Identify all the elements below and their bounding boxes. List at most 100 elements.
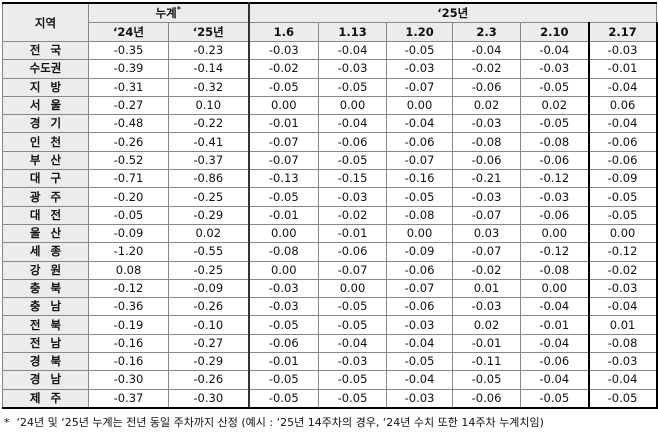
value-cell: 0.00 [248, 95, 320, 116]
value-cell: -0.04 [587, 114, 658, 134]
value-cell: -0.05 [520, 388, 590, 409]
value-cell: -0.23 [167, 40, 250, 61]
value-cell: -0.06 [520, 150, 590, 171]
value-cell: -0.03 [587, 352, 658, 372]
region-cell: 인 천 [2, 132, 89, 152]
value-cell: -0.06 [318, 132, 388, 152]
cumulative-label: 누계 [155, 6, 177, 20]
value-cell: -0.08 [520, 260, 590, 280]
value-cell: -0.04 [587, 370, 658, 390]
table-row: 인 천 -0.26 -0.41 -0.07 -0.06 -0.06 -0.08 -0.08 -0… [2, 132, 658, 152]
value-cell: -0.08 [520, 132, 590, 152]
region-cell: 전 북 [2, 315, 89, 335]
region-cell: 제 주 [2, 388, 89, 409]
value-cell: -0.03 [318, 59, 388, 79]
value-cell: -0.04 [520, 370, 590, 390]
value-cell: -0.06 [452, 388, 522, 409]
value-cell: -0.04 [587, 297, 658, 317]
value-cell: -0.01 [520, 315, 590, 335]
value-cell: 0.00 [587, 223, 658, 244]
value-cell: -0.07 [452, 242, 522, 262]
value-cell: -0.06 [587, 150, 658, 171]
value-cell: -0.02 [248, 59, 320, 79]
value-cell: -0.30 [167, 388, 250, 409]
value-cell: 0.00 [386, 223, 454, 244]
value-cell: 0.06 [587, 95, 658, 116]
value-cell: -0.02 [452, 59, 522, 79]
value-cell: -0.32 [167, 77, 250, 97]
value-cell: 0.08 [88, 260, 169, 280]
value-cell: -0.09 [587, 169, 658, 189]
value-cell: -0.08 [452, 132, 522, 152]
weekly-change-table: 지역 누계* ‘25년 ‘24년 ‘25년 1.6 1.13 1.20 2.3 2.10 2.… [2, 2, 658, 409]
region-cell: 부 산 [2, 150, 89, 171]
value-cell: -0.29 [167, 352, 250, 372]
value-cell: -0.22 [167, 114, 250, 134]
value-cell: -0.07 [386, 150, 454, 171]
region-cell: 광 주 [2, 187, 89, 207]
value-cell: -0.29 [167, 205, 250, 225]
table-row: 전 남 -0.16 -0.27 -0.06 -0.04 -0.04 -0.01 -0.04 -0… [2, 333, 658, 354]
value-cell: 0.10 [167, 95, 250, 116]
value-cell: -0.30 [88, 370, 169, 390]
value-cell: -0.48 [88, 114, 169, 134]
table-row: 대 구 -0.71 -0.86 -0.13 -0.15 -0.16 -0.21 -0.12 -0… [2, 169, 658, 189]
value-cell: -0.04 [452, 40, 522, 61]
region-cell: 전 남 [2, 333, 89, 354]
value-cell: -0.04 [318, 114, 388, 134]
region-cell: 경 기 [2, 114, 89, 134]
value-cell: -0.01 [587, 59, 658, 79]
value-cell: -0.04 [318, 40, 388, 61]
value-cell: -0.06 [587, 132, 658, 152]
value-cell: -0.03 [587, 278, 658, 299]
value-cell: -0.03 [318, 352, 388, 372]
value-cell: -0.06 [386, 132, 454, 152]
region-cell: 대 전 [2, 205, 89, 225]
region-cell: 대 구 [2, 169, 89, 189]
table-row: 울 산 -0.09 0.02 0.00 -0.01 0.00 0.03 0.00 0.00 [2, 223, 658, 244]
region-cell: 수도권 [2, 59, 89, 79]
value-cell: -0.03 [386, 59, 454, 79]
value-cell: 0.00 [520, 278, 590, 299]
value-cell: -0.05 [318, 315, 388, 335]
value-cell: -0.37 [167, 150, 250, 171]
table-row: 제 주 -0.37 -0.30 -0.05 -0.05 -0.03 -0.06 -0.05 -0… [2, 388, 658, 409]
value-cell: -0.03 [248, 278, 320, 299]
table-body: 전 국 -0.35 -0.23 -0.03 -0.04 -0.05 -0.04 -0.04 -0… [2, 40, 658, 409]
week-header: 2.10 [520, 22, 590, 42]
value-cell: -0.05 [248, 187, 320, 207]
value-cell: -0.14 [167, 59, 250, 79]
value-cell: -0.01 [248, 205, 320, 225]
value-cell: -0.06 [520, 352, 590, 372]
value-cell: -0.04 [386, 333, 454, 354]
value-cell: -0.03 [318, 187, 388, 207]
table-row: 대 전 -0.05 -0.29 -0.01 -0.02 -0.08 -0.07 -0.06 -0… [2, 205, 658, 225]
value-cell: -0.05 [248, 77, 320, 97]
week-header: 2.3 [452, 22, 522, 42]
value-cell: -0.13 [248, 169, 320, 189]
value-cell: -0.08 [386, 205, 454, 225]
value-cell: -0.05 [88, 205, 169, 225]
value-cell: -0.03 [452, 187, 522, 207]
value-cell: -0.19 [88, 315, 169, 335]
value-cell: -0.27 [167, 333, 250, 354]
table-row: 세 종 -1.20 -0.55 -0.08 -0.06 -0.09 -0.07 -0.12 -0… [2, 242, 658, 262]
year-group-header: ‘25년 [248, 2, 658, 23]
value-cell: -0.09 [386, 242, 454, 262]
value-cell: -0.41 [167, 132, 250, 152]
value-cell: 0.00 [248, 223, 320, 244]
value-cell: -0.05 [318, 370, 388, 390]
value-cell: 0.00 [386, 95, 454, 116]
table-row: 강 원 0.08 -0.25 0.00 -0.07 -0.06 -0.02 -0.08 -0.0… [2, 260, 658, 280]
table-row: 광 주 -0.20 -0.25 -0.05 -0.03 -0.05 -0.03 -0.03 -0… [2, 187, 658, 207]
value-cell: -0.05 [318, 77, 388, 97]
value-cell: -0.07 [248, 132, 320, 152]
value-cell: -0.05 [318, 388, 388, 409]
value-cell: -0.02 [587, 260, 658, 280]
value-cell: -0.52 [88, 150, 169, 171]
value-cell: -0.20 [88, 187, 169, 207]
value-cell: -0.25 [167, 260, 250, 280]
value-cell: -0.07 [248, 150, 320, 171]
value-cell: -0.16 [88, 352, 169, 372]
value-cell: -0.05 [587, 388, 658, 409]
